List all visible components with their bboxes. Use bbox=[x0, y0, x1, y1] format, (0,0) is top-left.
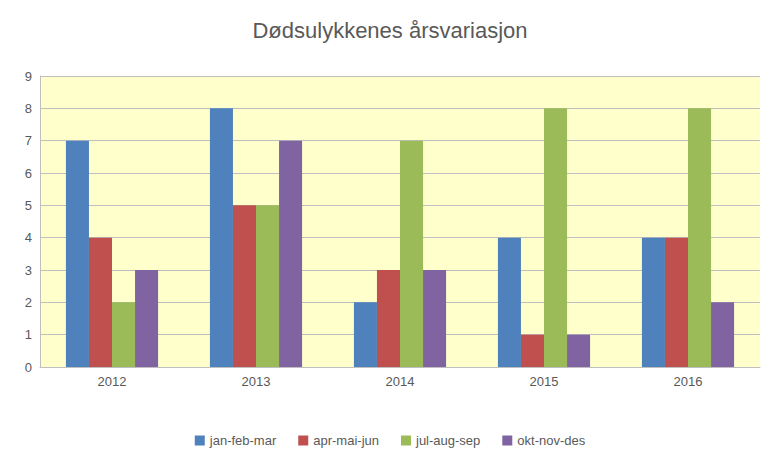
svg-text:2: 2 bbox=[25, 295, 32, 310]
svg-text:3: 3 bbox=[25, 263, 32, 278]
svg-text:jan-feb-mar: jan-feb-mar bbox=[209, 433, 277, 448]
svg-text:0: 0 bbox=[25, 360, 32, 375]
svg-text:2015: 2015 bbox=[530, 374, 559, 389]
svg-text:2012: 2012 bbox=[98, 374, 127, 389]
svg-text:2014: 2014 bbox=[386, 374, 415, 389]
svg-text:1: 1 bbox=[25, 327, 32, 342]
svg-text:2016: 2016 bbox=[674, 374, 703, 389]
svg-text:jul-aug-sep: jul-aug-sep bbox=[415, 433, 480, 448]
svg-text:4: 4 bbox=[25, 230, 32, 245]
svg-text:Dødsulykkenes årsvariasjon: Dødsulykkenes årsvariasjon bbox=[252, 18, 527, 43]
svg-text:6: 6 bbox=[25, 166, 32, 181]
svg-text:7: 7 bbox=[25, 133, 32, 148]
svg-text:apr-mai-jun: apr-mai-jun bbox=[313, 433, 379, 448]
svg-text:2013: 2013 bbox=[242, 374, 271, 389]
svg-text:okt-nov-des: okt-nov-des bbox=[517, 433, 585, 448]
svg-text:8: 8 bbox=[25, 101, 32, 116]
svg-text:5: 5 bbox=[25, 198, 32, 213]
svg-text:9: 9 bbox=[25, 69, 32, 84]
